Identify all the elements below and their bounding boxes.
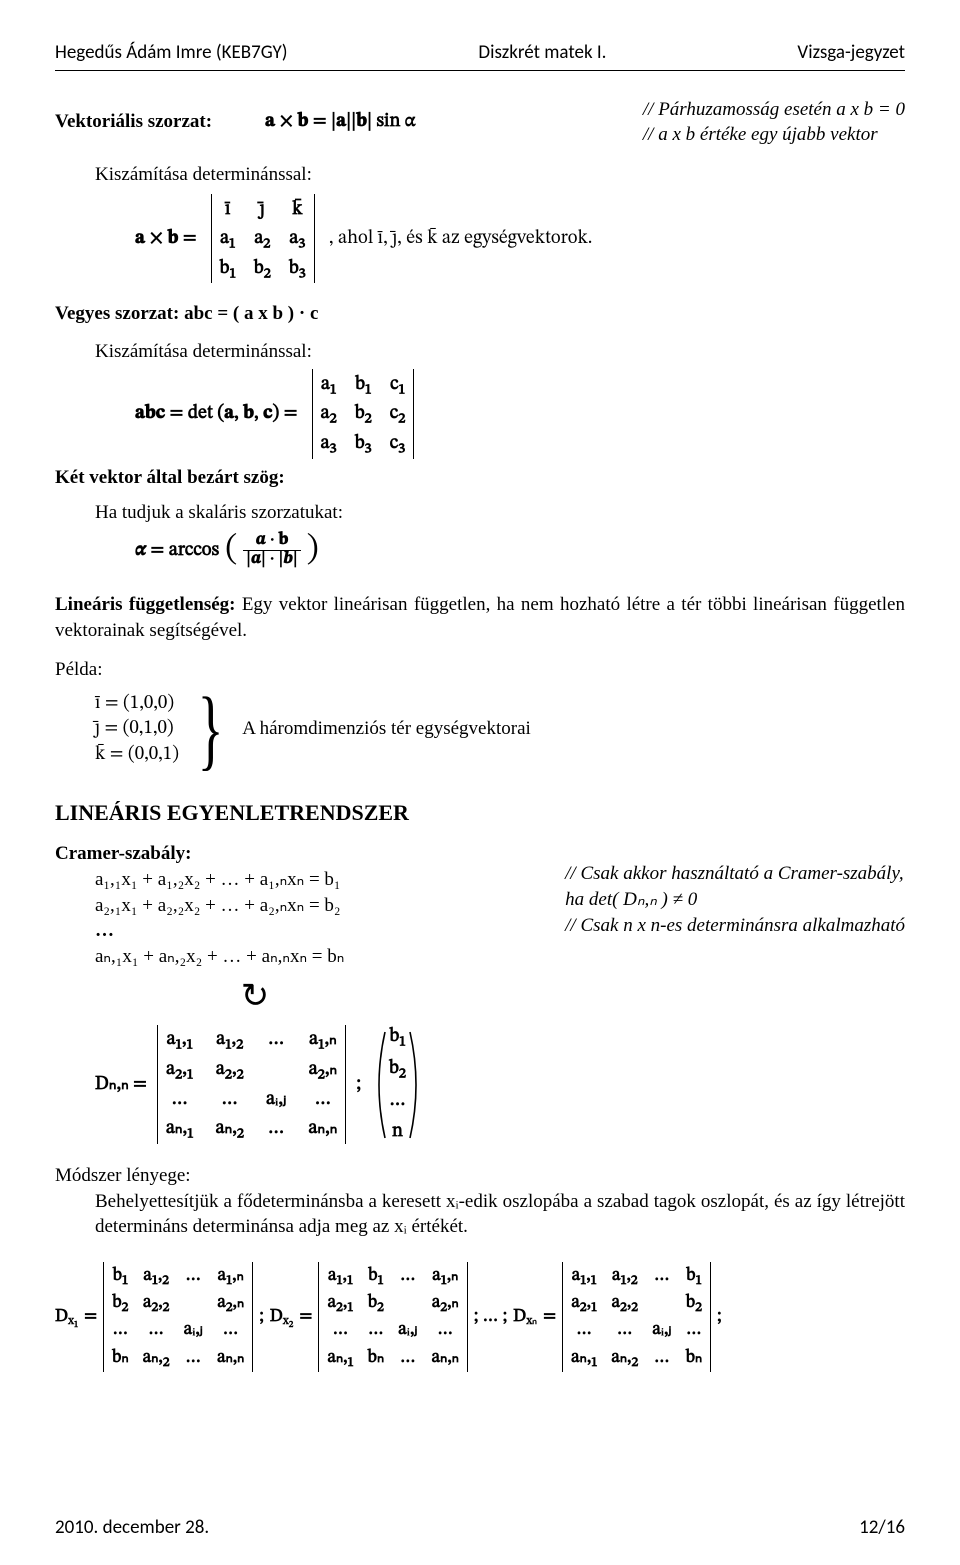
cross-det-matrix: īj̄k̄ a₁a₂a₃ b₁b₂b₃ <box>220 197 306 282</box>
cramer-label: Cramer-szabály: <box>55 841 344 867</box>
Dx2-matrix: a₁,₁b₁…a₁,ₙ a₂,₁b₂a₂,ₙ ……aᵢ,ⱼ… aₙ,₁bₙ…aₙ… <box>327 1264 459 1370</box>
D-main-sep: ; <box>356 1072 361 1098</box>
cross-det-suffix: , ahol ī, j̄, és k̄ az egységvektorok. <box>329 226 593 252</box>
Dx1-det: b₁a₁,₂…a₁,ₙ b₂a₂,₂a₂,ₙ ……aᵢ,ⱼ… bₙaₙ,₂…aₙ… <box>103 1262 253 1372</box>
D-main-det: a₁,₁a₁,₂…a₁,ₙ a₂,₁a₂,₂a₂,ₙ ……aᵢ,ⱼ… aₙ,₁a… <box>157 1025 347 1144</box>
abc-det-row: 𝐚𝐛𝐜 = det (𝐚, 𝐛, 𝐜) = a₁b₁c₁ a₂b₂c₂ a₃b₃… <box>135 369 905 459</box>
D-main-matrix: a₁,₁a₁,₂…a₁,ₙ a₂,₁a₂,₂a₂,ₙ ……aᵢ,ⱼ… aₙ,₁a… <box>166 1027 338 1142</box>
cross-det: īj̄k̄ a₁a₂a₃ b₁b₂b₃ <box>211 194 315 284</box>
cramer-dots: … <box>95 918 344 944</box>
D-main-row: Dₙ,ₙ = a₁,₁a₁,₂…a₁,ₙ a₂,₁a₂,₂a₂,ₙ ……aᵢ,ⱼ… <box>95 1024 905 1145</box>
cramer-c1: // Csak akkor használtató a Cramer-szabá… <box>565 861 905 887</box>
Dx-row: Dx₁ = b₁a₁,₂…a₁,ₙ b₂a₂,₂a₂,ₙ ……aᵢ,ⱼ… bₙa… <box>55 1262 905 1372</box>
D-main-lead: Dₙ,ₙ = <box>95 1072 147 1098</box>
angle-label: Két vektor által bezárt szög: <box>55 465 905 491</box>
abc-det: a₁b₁c₁ a₂b₂c₂ a₃b₃c₃ <box>312 369 415 459</box>
angle-fraction: 𝒂 · 𝐛 |𝒂| · |𝒃| <box>243 532 300 571</box>
header-center: Diszkrét matek I. <box>478 40 606 66</box>
cross-det-row: 𝐚 × 𝐛 = īj̄k̄ a₁a₂a₃ b₁b₂b₃ , ahol ī, j̄… <box>135 194 905 284</box>
angle-lead: 𝜶 = arccos <box>135 538 219 564</box>
linsys-heading: LINEÁRIS EGYENLETRENDSZER <box>55 798 905 828</box>
method-label: Módszer lényege: <box>55 1163 905 1189</box>
brace-icon: } <box>198 689 224 770</box>
cross-comment-1: // Párhuzamosság esetén a x b = 0 <box>643 97 905 123</box>
example-label: Példa: <box>55 657 905 683</box>
page-footer: 2010. december 28. 12/16 <box>55 1515 905 1541</box>
cramer-block: Cramer-szabály: a₁,₁x₁ + a₁,₂x₂ + … + a₁… <box>55 841 905 969</box>
footer-right: 12/16 <box>859 1515 905 1541</box>
cramer-c2: ha det( Dₙ,ₙ ) ≠ 0 <box>565 887 905 913</box>
Dxn-det: a₁,₁a₁,₂…b₁ a₂,₁a₂,₂b₂ ……aᵢ,ⱼ… aₙ,₁aₙ,₂…… <box>562 1262 711 1372</box>
arrow-down-icon: ↻ <box>235 980 275 1015</box>
header-left: Hegedűs Ádám Imre (KEB7GY) <box>55 40 287 66</box>
cross-product-formula: 𝐚 × 𝐛 = |𝐚||𝐛| sin α <box>265 109 416 135</box>
page-header: Hegedűs Ádám Imre (KEB7GY) Diszkrét mate… <box>55 40 905 71</box>
det-calc-label-1: Kiszámítása determinánssal: <box>95 162 905 188</box>
Dx2-lead: Dx₂ <box>270 1305 294 1330</box>
angle-sub: Ha tudjuk a skaláris szorzatukat: <box>95 500 905 526</box>
cross-product-label: Vektoriális szorzat: <box>55 109 225 135</box>
D-main-bvec: b₁ b₂ … n <box>389 1024 406 1145</box>
lin-indep: Lineáris függetlenség: Egy vektor lineár… <box>55 592 905 643</box>
cramer-comments: // Csak akkor használtató a Cramer-szabá… <box>565 861 905 938</box>
example-vectors: ī = (1,0,0) j̄ = (0,1,0) k̄ = (0,0,1) <box>95 691 179 768</box>
header-right: Vizsga-jegyzet <box>797 40 905 66</box>
lin-indep-lead: Lineáris függetlenség: <box>55 594 235 615</box>
cramer-left: Cramer-szabály: a₁,₁x₁ + a₁,₂x₂ + … + a₁… <box>55 841 344 969</box>
mixed-product-label: Vegyes szorzat: abc = ( a x b ) · c <box>55 301 905 327</box>
cross-det-prefix: 𝐚 × 𝐛 = <box>135 226 197 252</box>
cross-product-row: Vektoriális szorzat: 𝐚 × 𝐛 = |𝐚||𝐛| sin … <box>55 97 905 148</box>
abc-det-prefix: 𝐚𝐛𝐜 = det (𝐚, 𝐛, 𝐜) = <box>135 401 298 427</box>
paren-left-icon <box>371 1030 389 1140</box>
example-caption: A háromdimenziós tér egységvektorai <box>242 716 531 742</box>
page: Hegedűs Ádám Imre (KEB7GY) Diszkrét mate… <box>0 0 960 1565</box>
method-body: Behelyettesítjük a fődeterminánsba a ker… <box>95 1189 905 1240</box>
cross-comment-2: // a x b értéke egy újabb vektor <box>643 122 905 148</box>
example-row: ī = (1,0,0) j̄ = (0,1,0) k̄ = (0,0,1) } … <box>95 689 905 770</box>
cramer-c3: // Csak n x n-es determinánsra alkalmazh… <box>565 913 905 939</box>
Dx1-lead: Dx₁ <box>55 1305 78 1330</box>
cramer-eq2: a₂,₁x₁ + a₂,₂x₂ + … + a₂,ₙxₙ = b₂ <box>95 893 344 919</box>
Dxn-matrix: a₁,₁a₁,₂…b₁ a₂,₁a₂,₂b₂ ……aᵢ,ⱼ… aₙ,₁aₙ,₂…… <box>571 1264 702 1370</box>
cross-product-comments: // Párhuzamosság esetén a x b = 0 // a x… <box>643 97 905 148</box>
Dx2-det: a₁,₁b₁…a₁,ₙ a₂,₁b₂a₂,ₙ ……aᵢ,ⱼ… aₙ,₁bₙ…aₙ… <box>318 1262 468 1372</box>
paren-right-icon <box>406 1030 424 1140</box>
Dxn-lead: Dxₙ <box>513 1305 537 1330</box>
cramer-eqn: aₙ,₁x₁ + aₙ,₂x₂ + … + aₙ,ₙxₙ = bₙ <box>95 944 344 970</box>
D-main-paren: b₁ b₂ … n <box>371 1024 424 1145</box>
angle-formula: 𝜶 = arccos ( 𝒂 · 𝐛 |𝒂| · |𝒃| ) <box>135 528 905 574</box>
Dx1-matrix: b₁a₁,₂…a₁,ₙ b₂a₂,₂a₂,ₙ ……aᵢ,ⱼ… bₙaₙ,₂…aₙ… <box>112 1264 244 1370</box>
footer-left: 2010. december 28. <box>55 1515 209 1541</box>
det-calc-label-2: Kiszámítása determinánssal: <box>95 339 905 365</box>
cramer-eq1: a₁,₁x₁ + a₁,₂x₂ + … + a₁,ₙxₙ = b₁ <box>95 867 344 893</box>
abc-det-matrix: a₁b₁c₁ a₂b₂c₂ a₃b₃c₃ <box>321 372 406 457</box>
